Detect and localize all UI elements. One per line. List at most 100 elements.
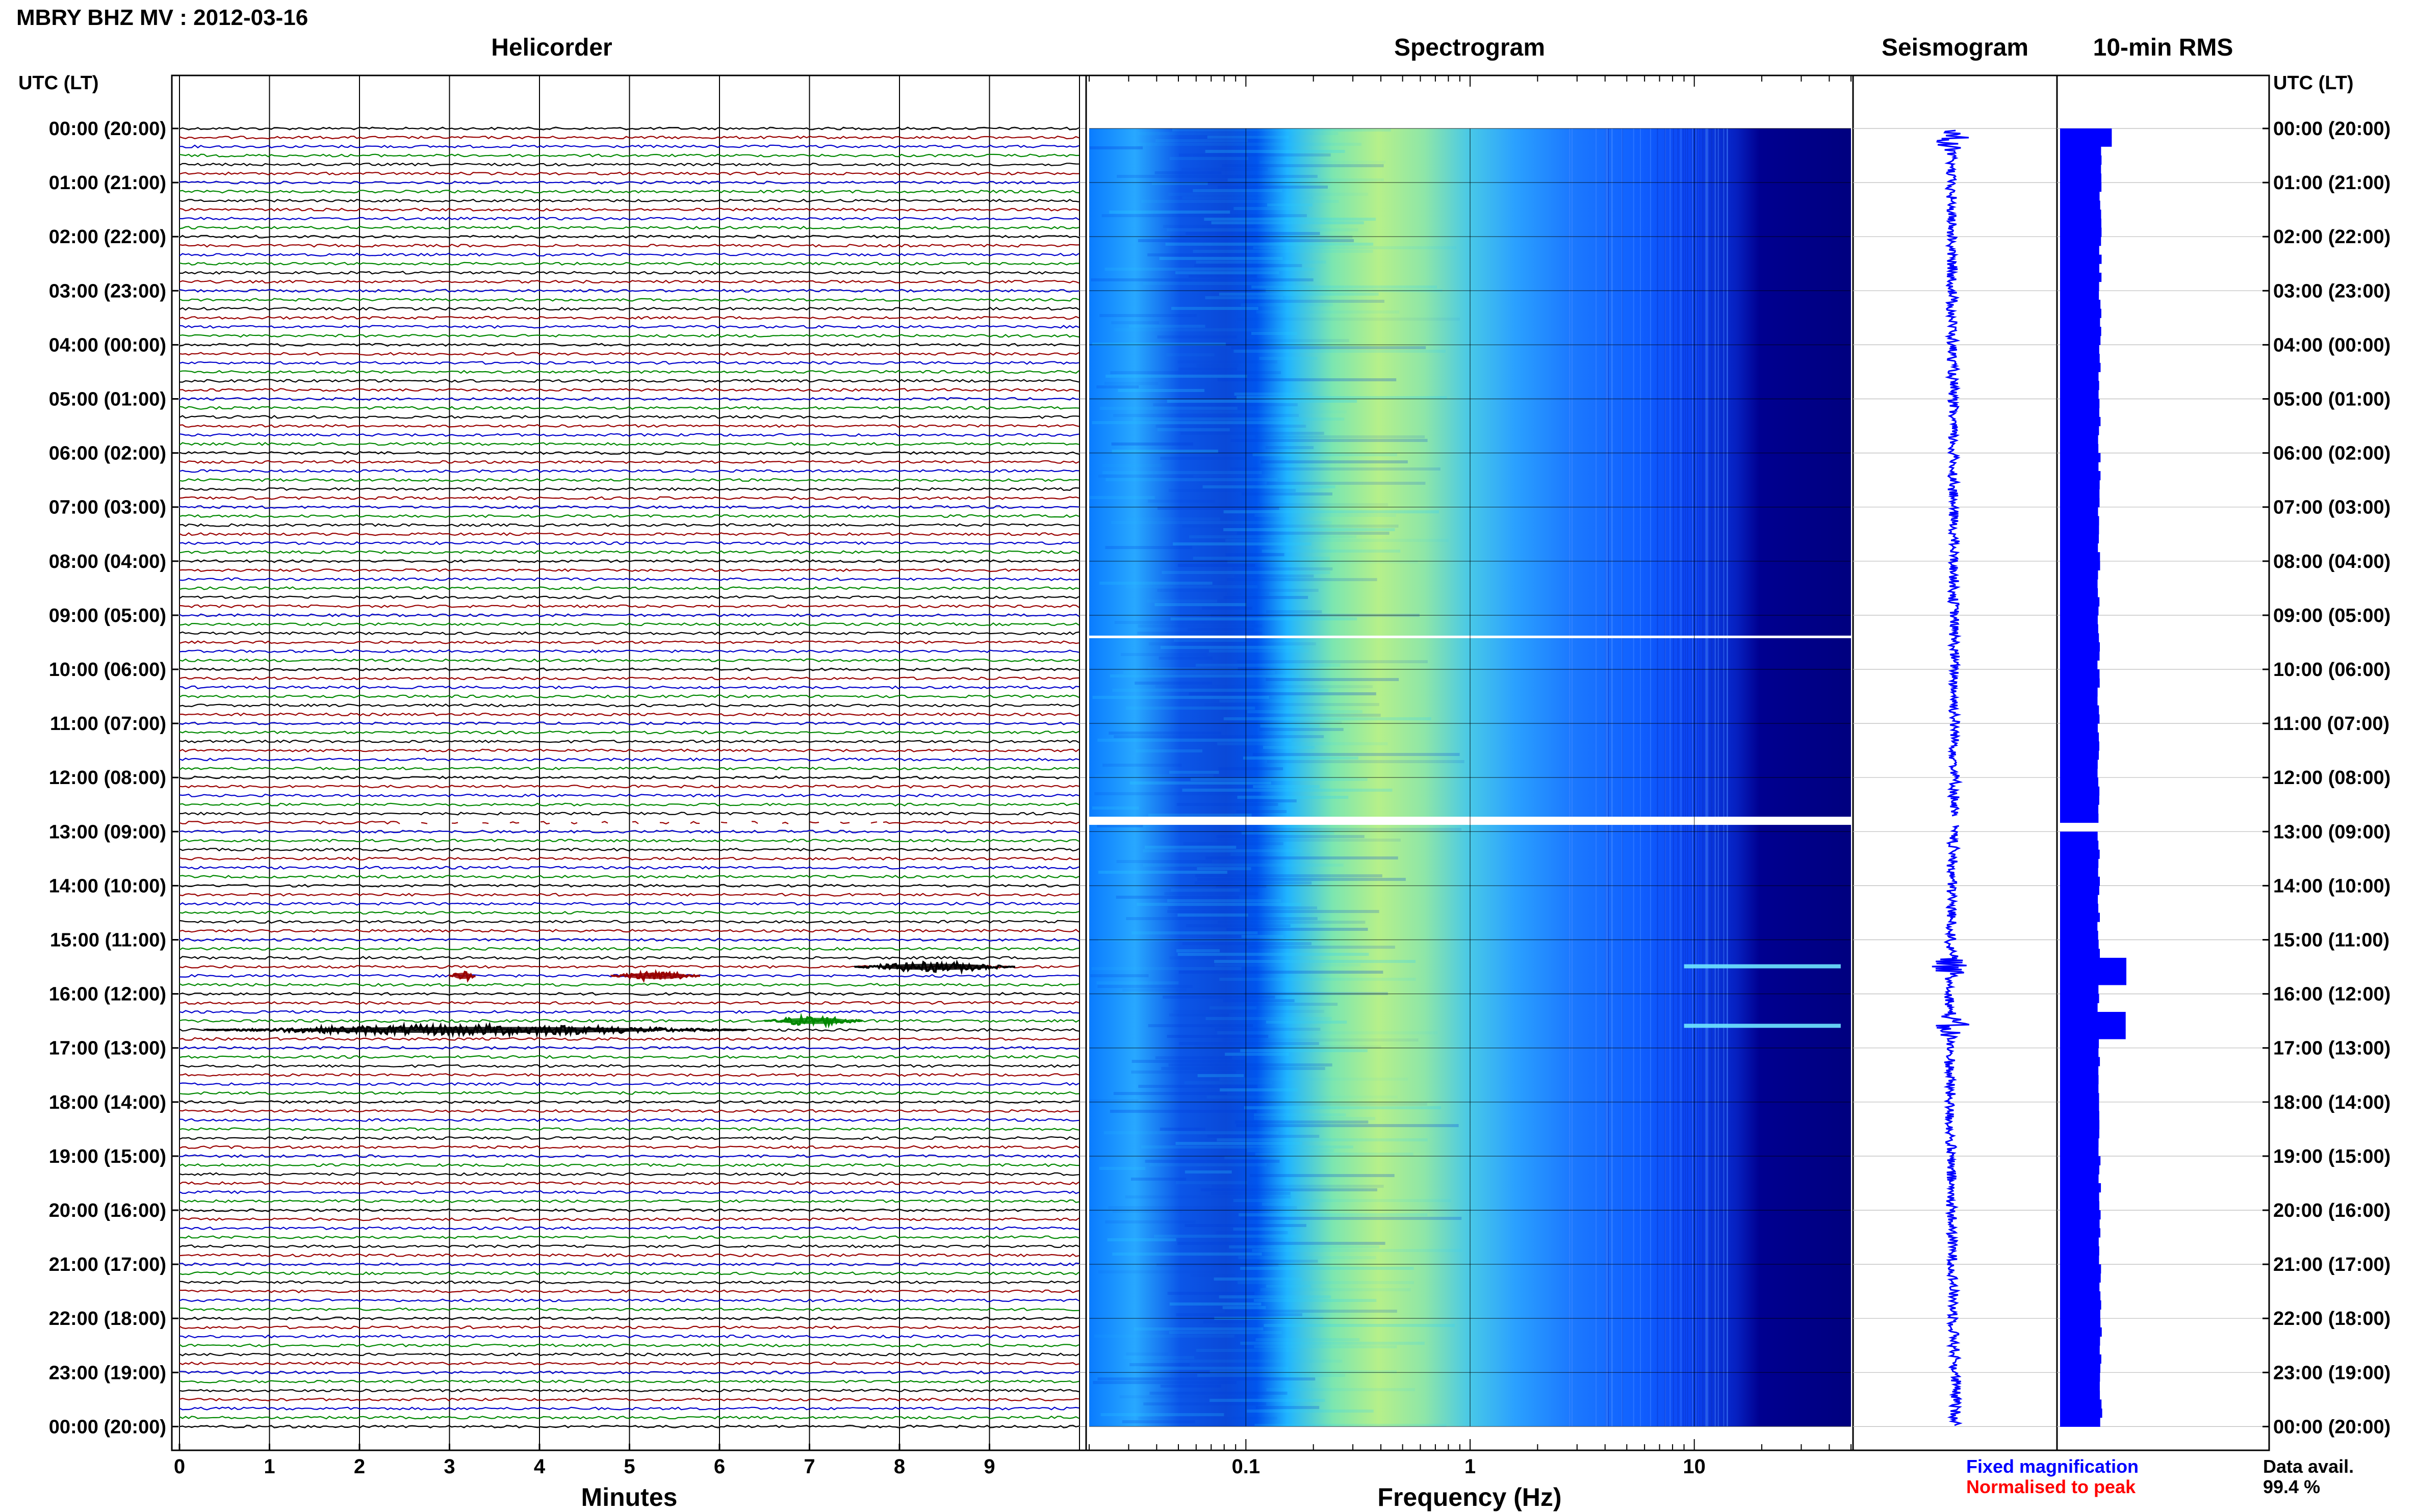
y-tick-label-right: 12:00 (08:00) [2273, 767, 2390, 789]
y-tick-label-right: 11:00 (07:00) [2273, 713, 2389, 735]
spectrogram-streak [1168, 1063, 1332, 1066]
rms-bar [2060, 1183, 2101, 1193]
spectrogram-streak [1126, 1352, 1169, 1355]
spectrogram-streak [1205, 856, 1398, 859]
rms-bar [2060, 976, 2126, 985]
y-tick-label-left: 06:00 (02:00) [49, 443, 166, 464]
rms-bar [2060, 633, 2099, 643]
spectrogram-streak [1189, 692, 1376, 695]
helicorder-trace [179, 496, 1079, 500]
rms-bar [2060, 903, 2098, 913]
rms-bar [2060, 1048, 2099, 1057]
helicorder-trace [179, 568, 1079, 572]
helicorder-panel: 0 1 2 3 4 5 6 7 8 9 [171, 74, 1087, 1478]
spectrogram-streak [1176, 1313, 1302, 1316]
helicorder-trace [179, 1127, 1079, 1131]
spectrogram-streak [1219, 293, 1379, 296]
rms-bar [2060, 128, 2112, 138]
spectrogram-streak [1177, 914, 1248, 917]
spectrogram-streak [1223, 510, 1439, 513]
rms-bar [2060, 1417, 2100, 1427]
spectrogram-streak [1224, 1156, 1295, 1159]
spectrogram-streak [1125, 585, 1258, 588]
helicorder-trace [179, 956, 1079, 960]
y-tick-label-left: 00:00 (20:00) [49, 118, 166, 140]
helicorder-trace [179, 1262, 1079, 1266]
spectrogram-streak [1126, 917, 1318, 920]
spectrogram-streak [1143, 849, 1303, 852]
spectrogram-streak [1147, 253, 1245, 256]
spectrogram-x-tick-label: 0.1 [1232, 1455, 1261, 1478]
left-axis-label: UTC (LT) [18, 72, 99, 94]
data-avail-value: 99.4 % [2263, 1476, 2321, 1497]
y-tick-label-right: 02:00 (22:00) [2273, 226, 2390, 248]
helicorder-trace [179, 1118, 1079, 1122]
helicorder-event-core [779, 1018, 849, 1024]
spectrogram-streak [1094, 792, 1261, 795]
spectrogram-streak [1222, 1038, 1419, 1041]
rms-bar [2060, 1273, 2101, 1283]
spectrogram-streak [1211, 1192, 1291, 1195]
spectrogram-streak [1155, 425, 1306, 428]
y-tick-label-left: 14:00 (10:00) [49, 875, 166, 897]
rms-bar [2060, 768, 2098, 778]
spectrogram-streak [1160, 1128, 1205, 1131]
spectrogram-streak [1190, 778, 1368, 781]
spectrogram-streak [1196, 260, 1326, 264]
spectrogram-streak [1157, 589, 1319, 592]
y-tick-label-left: 18:00 (14:00) [49, 1092, 166, 1113]
spectrogram-streak [1227, 178, 1384, 181]
spectrogram-streak [1109, 732, 1222, 735]
spectrogram-streak [1101, 214, 1307, 217]
helicorder-trace [179, 1064, 1079, 1068]
helicorder-trace [179, 550, 1079, 554]
spectrogram-streak [1182, 789, 1393, 792]
y-tick-label-left: 12:00 (08:00) [49, 767, 166, 789]
spectrogram-streak [1094, 774, 1214, 777]
y-tick-label-left: 13:00 (09:00) [49, 821, 166, 843]
spectrogram-streak [1099, 1167, 1146, 1170]
y-tick-label-left: 04:00 (00:00) [49, 334, 166, 356]
y-tick-label-left: 09:00 (05:00) [49, 605, 166, 627]
helicorder-trace [179, 1208, 1079, 1212]
spectrogram-streak [1217, 186, 1328, 189]
spectrogram-streak [1215, 1231, 1288, 1234]
spectrogram-streak [1208, 649, 1309, 653]
spectrogram-streak [1223, 717, 1431, 720]
helicorder-trace [179, 1082, 1079, 1086]
helicorder-trace [179, 442, 1079, 446]
rms-bar [2060, 200, 2100, 210]
rms-bar [2060, 164, 2101, 174]
rms-bar [2060, 1237, 2099, 1247]
rms-bar [2060, 281, 2099, 291]
rms-bar [2060, 570, 2098, 580]
spectrogram-streak [1114, 328, 1284, 331]
rms-bar [2060, 335, 2101, 345]
helicorder-trace [179, 379, 1079, 383]
helicorder-trace [179, 298, 1079, 302]
rms-bar [2060, 1210, 2101, 1220]
spectrogram-streak [1178, 368, 1238, 371]
spectrogram-streak [1254, 514, 1396, 517]
spectrogram-streak [1094, 1335, 1235, 1338]
spectrogram-panel: 0.1 1 10 [1085, 74, 1854, 1478]
spectrogram-streak [1119, 1395, 1258, 1398]
spectrogram-streak [1230, 853, 1310, 856]
spectrogram-streak [1202, 485, 1335, 488]
spectrogram-streak [1182, 196, 1314, 199]
spectrogram-streak [1217, 742, 1388, 745]
rms-bar [2060, 1409, 2102, 1418]
helicorder-x-tick-label: 9 [984, 1455, 995, 1478]
spectrogram-streak [1098, 871, 1227, 874]
spectrogram-streak [1089, 496, 1155, 499]
spectrogram-streak [1099, 314, 1197, 317]
helicorder-trace [179, 325, 1079, 329]
spectrogram-streak [1159, 657, 1213, 660]
spectrogram-streak [1148, 814, 1252, 817]
helicorder-trace [179, 902, 1079, 906]
helicorder-trace [179, 829, 1079, 834]
helicorder-trace [179, 135, 1079, 140]
spectrogram-streak [1092, 696, 1269, 699]
spectrogram-streak [1129, 781, 1271, 785]
spectrogram-streak [1121, 653, 1207, 656]
